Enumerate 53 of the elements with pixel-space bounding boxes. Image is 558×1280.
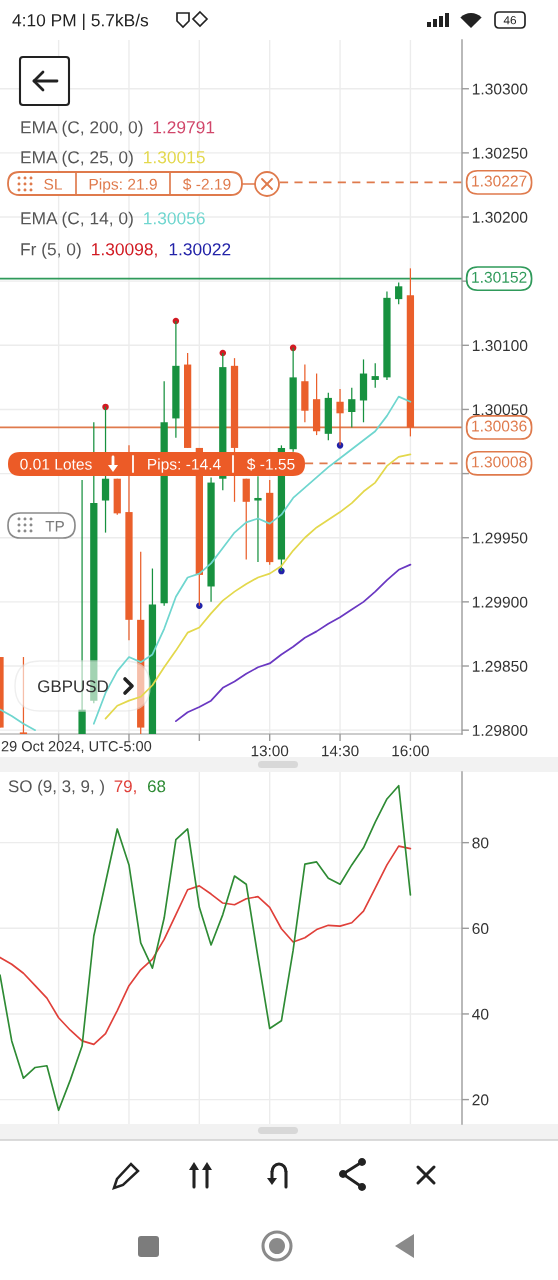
annotation: $ -2.19	[182, 178, 231, 191]
y-tick-label: 20	[472, 1094, 489, 1106]
point	[278, 567, 285, 575]
annotation: SL	[44, 178, 62, 190]
text: 46	[503, 16, 517, 25]
chart-title: SO (9, 3, 9, )	[8, 779, 104, 796]
annotation: 1.29791	[153, 121, 215, 134]
y-tick-label: 1.30300	[472, 83, 528, 95]
candlestick	[348, 387, 356, 429]
y-tick-label: 1.30200	[472, 211, 528, 223]
annotation: Pips: -14.4	[148, 458, 221, 473]
annotation: Pips: 21.9	[89, 178, 157, 193]
candlestick	[19, 656, 28, 734]
ref-line-label: 1.30008	[472, 456, 527, 468]
annotation: 0.01 Lotes	[20, 458, 92, 470]
y-tick-label: 1.30100	[472, 340, 528, 352]
line-series	[175, 563, 412, 723]
annotation: 79,	[114, 780, 136, 795]
ref-line-label: 1.30152	[472, 271, 527, 283]
annotation: EMA (C, 25, 0)	[21, 150, 133, 167]
x-tick-label: 14:30	[322, 745, 359, 757]
candlestick	[371, 362, 379, 389]
annotation: EMA (C, 14, 0)	[21, 211, 133, 228]
annotation: Fr (5, 0)	[21, 242, 81, 259]
annotation: TP	[45, 520, 64, 532]
annotation: 1.30015	[144, 151, 205, 164]
candlestick	[336, 388, 344, 446]
annotation: EMA (C, 200, 0)	[21, 120, 143, 137]
candlestick	[395, 281, 403, 305]
annotation: 1.30022	[169, 243, 231, 256]
annotation: 68	[147, 780, 166, 793]
annotation: $ -1.55	[246, 458, 295, 471]
text: 29 Oct 2024, UTC-5:00	[1, 741, 152, 754]
x-tick-label: 13:00	[251, 745, 289, 757]
candlestick	[254, 475, 262, 563]
y-tick-label: 1.30050	[472, 404, 528, 416]
ref-line-label: 1.30036	[472, 420, 527, 432]
y-tick-label: 80	[472, 837, 489, 849]
y-tick-label: 40	[472, 1008, 489, 1020]
x-tick-label: 16:00	[392, 745, 429, 757]
y-tick-label: 1.29950	[472, 532, 528, 544]
annotation: 1.30098,	[92, 243, 157, 258]
y-tick-label: 1.30250	[472, 147, 528, 159]
y-tick-label: 1.29800	[472, 724, 528, 736]
text: 4:10 PM | 5.7kB/s	[12, 13, 149, 30]
y-tick-label: 1.29850	[472, 660, 528, 672]
annotation: 1.30056	[144, 212, 205, 225]
y-tick-label: 60	[472, 923, 489, 935]
y-tick-label: 1.29900	[472, 596, 528, 608]
candlestick	[242, 478, 250, 561]
ref-line-label: 1.30227	[472, 175, 527, 187]
annotation: GBPUSD	[38, 680, 108, 693]
line-series	[0, 845, 412, 1046]
